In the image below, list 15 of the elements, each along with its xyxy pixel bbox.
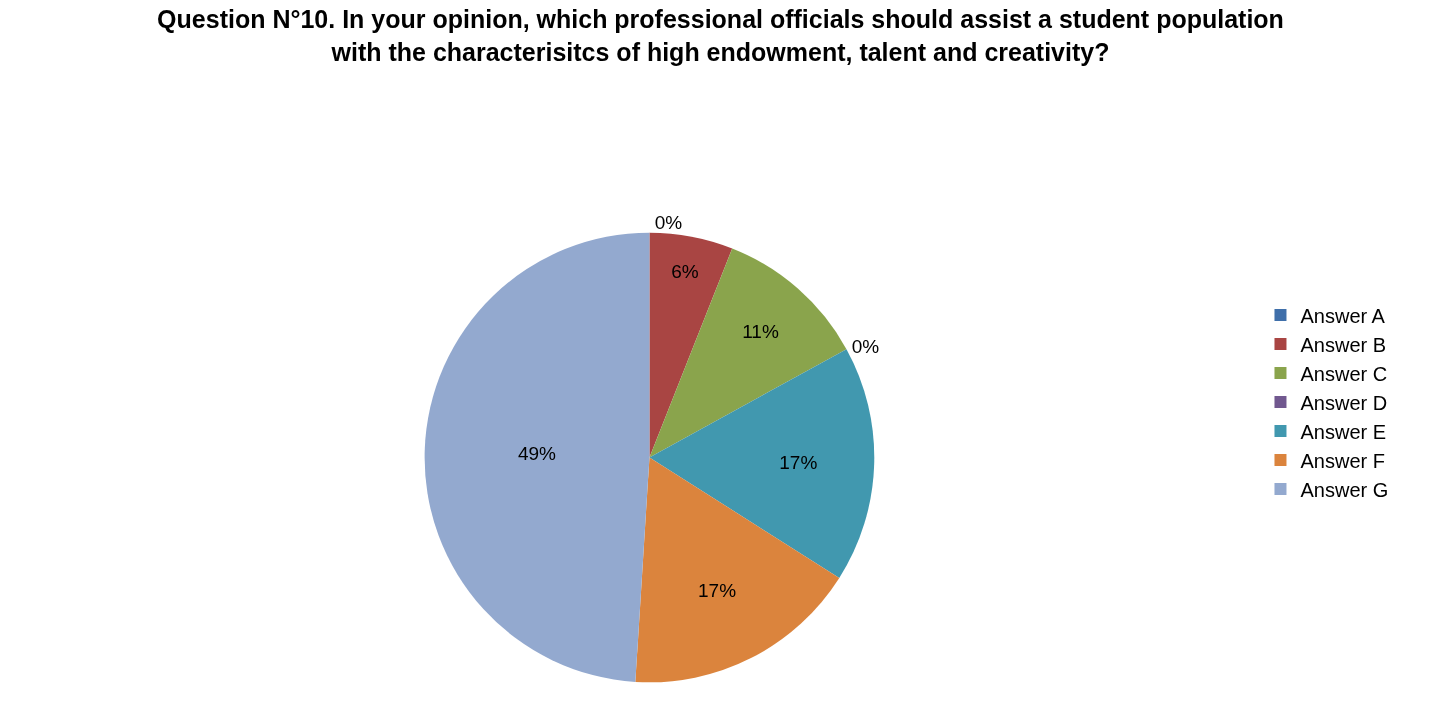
legend-label: Answer D xyxy=(1300,391,1388,414)
legend-label: Answer B xyxy=(1300,333,1387,356)
data-label: 17% xyxy=(698,579,737,601)
text: 0% xyxy=(851,336,880,358)
data-label: 6% xyxy=(671,260,699,282)
legend-label: Answer G xyxy=(1300,478,1389,501)
legend-label: Answer E xyxy=(1300,420,1387,443)
legend-label: Answer C xyxy=(1300,362,1388,385)
data-label: 11% xyxy=(742,321,779,342)
data-label: 17% xyxy=(779,451,818,473)
legend-label: Answer A xyxy=(1300,304,1386,327)
data-label: 49% xyxy=(517,443,557,465)
text: 0% xyxy=(654,211,683,233)
legend-label: Answer F xyxy=(1300,449,1385,472)
chart-title: Question N°10. In your opinion, which professional officials should assist a student population with the characterisitcs of high endowment, talent and creativity? xyxy=(157,5,1284,66)
